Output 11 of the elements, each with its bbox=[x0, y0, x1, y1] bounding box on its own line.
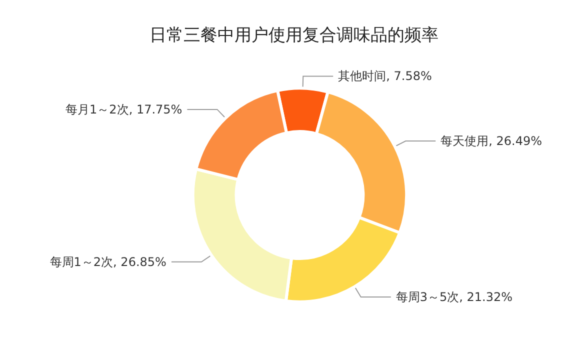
data-label: , 21.32% bbox=[459, 290, 513, 304]
data-label: , 26.85% bbox=[113, 254, 166, 269]
slice-label: 每月1～2次 bbox=[66, 102, 129, 116]
data-label: , 7.58% bbox=[386, 69, 432, 84]
slice-label: 每周3～5次 bbox=[396, 290, 460, 304]
data-label: , 26.49% bbox=[488, 134, 542, 148]
slice-label: 其他时间 bbox=[338, 69, 386, 84]
data-label: , 17.75% bbox=[128, 102, 182, 116]
chart-title: 日常三餐中用户使用复合调味品的频率 bbox=[150, 26, 438, 46]
slice-label: 每周1～2次 bbox=[50, 254, 114, 269]
slice-label: 每天使用 bbox=[440, 134, 489, 148]
